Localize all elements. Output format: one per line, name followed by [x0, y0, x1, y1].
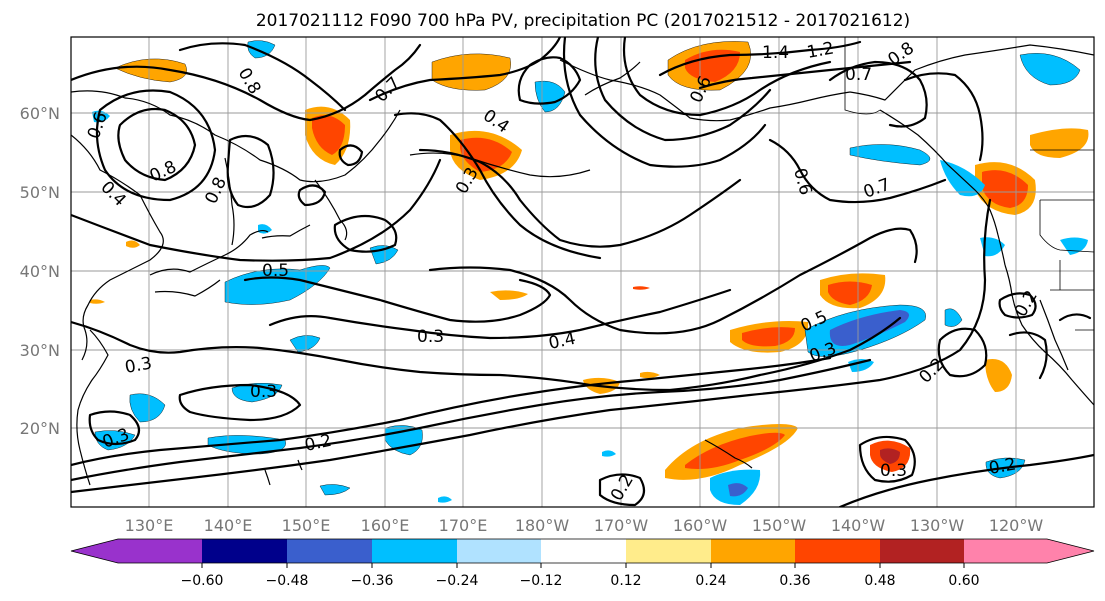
longitude-ticks: 130°E 140°E 150°E 160°E 170°E 180°W 170°…: [125, 516, 1044, 535]
borders: [844, 37, 1094, 331]
lon-tick: 180°W: [515, 516, 570, 535]
lon-tick: 170°W: [594, 516, 649, 535]
colorbar-segment: [964, 539, 1047, 563]
contour-label: 0.3: [250, 382, 277, 402]
colorbar-segment: [202, 539, 287, 563]
colorbar-tick-label: 0.36: [779, 573, 810, 589]
colorbar-tick-label: −0.24: [436, 573, 479, 589]
colorbar-tick-label: −0.60: [181, 573, 224, 589]
colorbar-segment: [880, 539, 964, 563]
lon-tick: 130°W: [910, 516, 965, 535]
gridlines: [71, 37, 1094, 507]
contour-label: 1.4: [762, 43, 789, 63]
colorbar-ticks: −0.60 −0.48 −0.36 −0.24 −0.12 0.12 0.24 …: [181, 563, 980, 589]
lon-tick: 140°E: [204, 516, 253, 535]
lon-tick: 160°E: [361, 516, 410, 535]
lon-tick: 130°E: [125, 516, 174, 535]
colorbar-segment: [71, 539, 118, 563]
contour-label: 0.3: [417, 327, 444, 347]
colorbar-segment: [457, 539, 541, 563]
colorbar-tick-label: 0.24: [695, 573, 726, 589]
lon-tick: 170°E: [439, 516, 488, 535]
map-frame: [70, 36, 1095, 508]
precipitation-shading: [90, 40, 1089, 505]
colorbar-tick-label: −0.48: [266, 573, 309, 589]
colorbar-segment: [795, 539, 880, 563]
lat-tick: 40°N: [20, 262, 60, 281]
contour-label: 0.5: [262, 261, 289, 281]
lat-tick: 30°N: [20, 341, 60, 360]
colorbar-segment: [118, 539, 202, 563]
colorbar-segment: [1047, 539, 1094, 563]
colorbar-tick-label: 0.48: [864, 573, 895, 589]
lat-tick: 50°N: [20, 183, 60, 202]
pv-contours: [71, 37, 1094, 507]
lon-tick: 150°E: [282, 516, 331, 535]
lon-tick: 120°W: [989, 516, 1044, 535]
colorbar-tick-label: −0.36: [351, 573, 394, 589]
colorbar-outline: [70, 538, 1095, 564]
colorbar-segment: [711, 539, 795, 563]
contour-label: 0.3: [880, 461, 907, 481]
lat-tick: 60°N: [20, 104, 60, 123]
lat-tick: 20°N: [20, 419, 60, 438]
contour-label: 1.2: [805, 39, 835, 63]
lon-tick: 160°W: [673, 516, 728, 535]
colorbar-segment: [541, 539, 626, 563]
contour-label: 0.3: [123, 354, 153, 378]
colorbar: −0.60 −0.48 −0.36 −0.24 −0.12 0.12 0.24 …: [70, 538, 1095, 589]
colorbar-tick-label: 0.60: [948, 573, 979, 589]
colorbar-tick-label: 0.12: [610, 573, 641, 589]
colorbar-segment: [287, 539, 372, 563]
lon-tick: 140°W: [831, 516, 886, 535]
lon-tick: 150°W: [752, 516, 807, 535]
map-panel: 0.8 0.7 0.6 0.8 0.4 0.4 0.8 0.3 1.4 1.2 …: [70, 36, 1095, 508]
latitude-ticks: 60°N 50°N 40°N 30°N 20°N: [20, 104, 60, 438]
colorbar-tick-label: −0.12: [520, 573, 563, 589]
map-title: 2017021112 F090 700 hPa PV, precipitatio…: [256, 11, 910, 31]
colorbar-segment: [372, 539, 457, 563]
contour-label: 0.7: [845, 65, 872, 85]
colorbar-segment: [626, 539, 711, 563]
contour-label: 0.2: [987, 455, 1017, 479]
